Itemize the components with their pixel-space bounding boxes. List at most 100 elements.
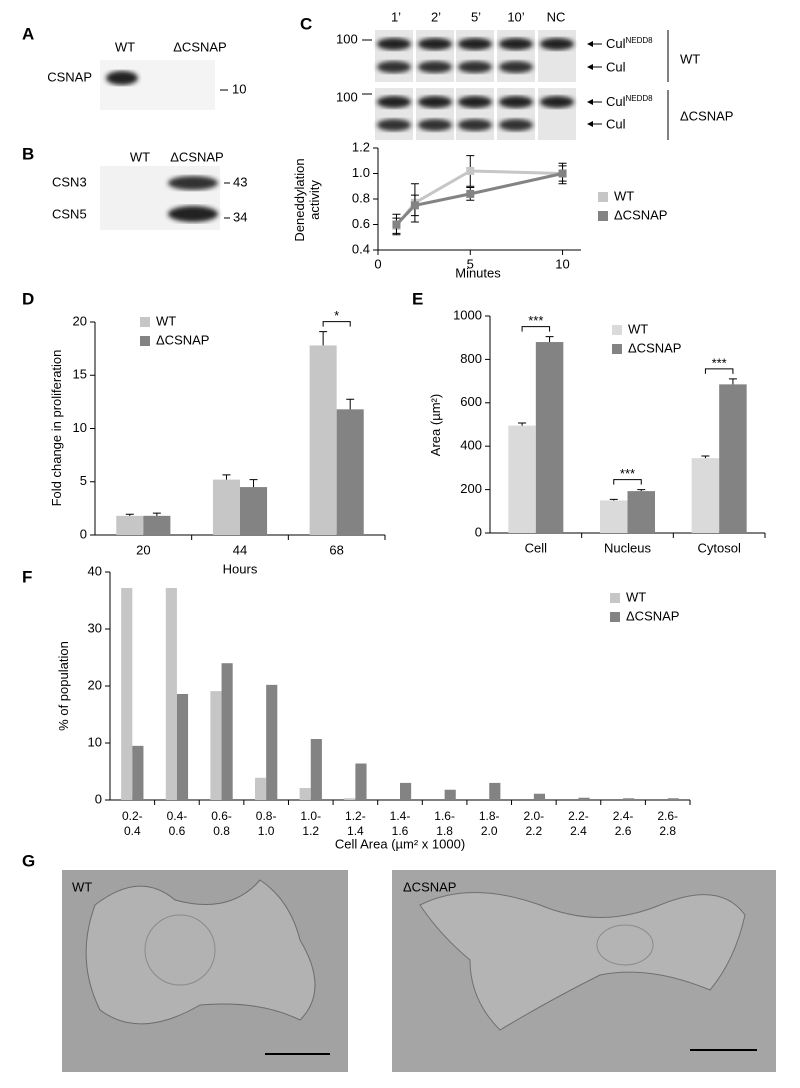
- x-tick-label: Nucleus: [604, 540, 651, 555]
- band: [377, 96, 411, 108]
- marker-label: 100: [336, 31, 358, 46]
- bar: [299, 788, 311, 800]
- blot: [100, 60, 215, 110]
- y-axis-label: Area (µm²): [428, 393, 443, 457]
- error-bar: [701, 455, 710, 459]
- bar: [176, 693, 189, 800]
- marker: [558, 169, 567, 178]
- band: [458, 38, 492, 50]
- blot-lane: [456, 88, 494, 140]
- y-tick-label: 10: [88, 734, 102, 749]
- panel-label: A: [22, 24, 34, 43]
- bar: [489, 782, 501, 800]
- legend-swatch: [610, 612, 620, 622]
- bar: [266, 684, 278, 800]
- band-label: CulNEDD8: [606, 94, 653, 109]
- significance-label: ***: [712, 355, 727, 370]
- legend-label: ΔCSNAP: [156, 332, 209, 347]
- band: [499, 119, 533, 131]
- panel-label: G: [22, 851, 35, 870]
- band-base: Cul: [606, 94, 626, 109]
- legend-swatch: [140, 336, 150, 346]
- y-axis-label: Fold change in proliferation: [49, 349, 64, 507]
- band: [458, 96, 492, 108]
- blot-lane: [375, 88, 413, 140]
- lane-label: WT: [130, 149, 150, 164]
- y-tick-label: 40: [88, 563, 102, 578]
- y-tick-label: 0: [80, 526, 87, 541]
- marker-label: 10: [232, 81, 246, 96]
- significance-bracket: [704, 368, 734, 374]
- band: [458, 61, 492, 73]
- significance-bracket: [322, 321, 351, 327]
- bar: [691, 458, 720, 533]
- marker: [410, 201, 419, 210]
- significance-bracket: [613, 479, 642, 485]
- blot-lane: [375, 30, 413, 82]
- x-axis-label: Cell Area (µm² x 1000): [335, 836, 465, 851]
- y-axis-label: % of population: [56, 641, 71, 731]
- row-label: CSNAP: [47, 69, 92, 84]
- x-tick-label: 1.4- 1.6: [389, 809, 411, 838]
- bar: [600, 500, 628, 533]
- blot-lane: [456, 30, 494, 82]
- x-tick-label: 2.0- 2.2: [523, 809, 545, 838]
- blot-lane: [497, 88, 535, 140]
- legend-label: WT: [628, 321, 648, 336]
- y-tick-label: 30: [88, 620, 102, 635]
- y-tick-label: 200: [460, 481, 482, 496]
- y-tick-label: 0.6: [352, 216, 370, 231]
- bar: [336, 409, 364, 535]
- y-tick-label: 800: [460, 351, 482, 366]
- y-tick-label: 0.4: [352, 241, 370, 256]
- marker-label: 34: [233, 209, 247, 224]
- error-bar: [222, 474, 231, 480]
- bar: [719, 384, 747, 533]
- error-bar: [728, 378, 737, 385]
- cell: [85, 879, 316, 1025]
- y-tick-label: 0.8: [352, 190, 370, 205]
- error-bar: [346, 398, 355, 410]
- legend-label: WT: [614, 188, 634, 203]
- y-tick-label: 1.2: [352, 139, 370, 154]
- legend-swatch: [598, 192, 608, 202]
- marker: [466, 189, 475, 198]
- band-label: CulNEDD8: [606, 36, 653, 51]
- nucleus: [596, 924, 654, 966]
- bar: [132, 745, 144, 800]
- y-tick-label: 1000: [453, 307, 482, 322]
- bar: [667, 798, 679, 800]
- bar: [508, 425, 536, 533]
- significance-label: ***: [620, 466, 635, 481]
- legend-label: WT: [626, 589, 646, 604]
- bar: [210, 691, 222, 800]
- panel-label: C: [300, 14, 312, 33]
- bar: [627, 491, 655, 533]
- cell: [419, 892, 746, 1031]
- blot-lane: [416, 30, 454, 82]
- error-bar: [609, 498, 618, 501]
- lane-label: ΔCSNAP: [170, 149, 223, 164]
- legend-label: WT: [156, 313, 176, 328]
- error-bar: [125, 513, 134, 516]
- band: [418, 61, 452, 73]
- error-bar: [319, 331, 328, 346]
- band: [106, 71, 138, 85]
- x-tick-label: Cell: [525, 540, 548, 555]
- blot-lane: [497, 30, 535, 82]
- group-label: ΔCSNAP: [680, 108, 733, 123]
- lane-label: ΔCSNAP: [173, 39, 226, 54]
- legend-swatch: [612, 344, 622, 354]
- band: [168, 176, 218, 190]
- nucleus: [144, 914, 216, 986]
- band-base: Cul: [606, 36, 626, 51]
- micrograph-label: ΔCSNAP: [403, 879, 456, 894]
- band: [377, 38, 411, 50]
- significance-label: *: [334, 308, 339, 323]
- y-tick-label: 10: [73, 420, 87, 435]
- x-tick-label: 20: [136, 542, 150, 557]
- legend-label: ΔCSNAP: [614, 207, 667, 222]
- x-tick-label: 44: [233, 542, 247, 557]
- panel-label: B: [22, 144, 34, 163]
